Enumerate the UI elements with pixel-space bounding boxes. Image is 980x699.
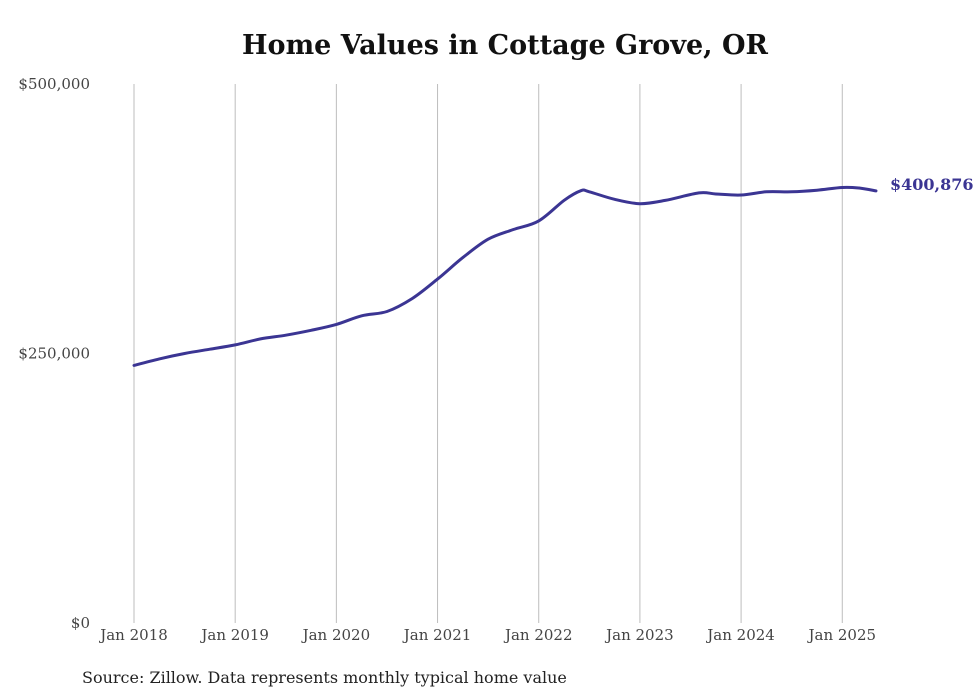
x-tick-label: Jan 2022	[503, 626, 573, 644]
y-tick-label: $500,000	[18, 75, 90, 93]
end-value-label: $400,876	[890, 175, 974, 194]
x-tick-label: Jan 2024	[705, 626, 775, 644]
x-tick-label: Jan 2025	[806, 626, 876, 644]
gridlines	[133, 84, 843, 623]
y-tick-label: $250,000	[18, 345, 90, 363]
series-layer: $400,876	[132, 175, 974, 367]
x-tick-label: Jan 2020	[301, 626, 371, 644]
series-line	[132, 185, 878, 367]
x-tick-label: Jan 2019	[199, 626, 269, 644]
axis-labels: Jan 2018 Jan 2019 Jan 2020 Jan 2021 Jan 2022…	[18, 75, 876, 644]
chart-title: Home Values in Cottage Grove, OR	[242, 30, 768, 61]
x-tick-label: Jan 2023	[604, 626, 674, 644]
x-tick-label: Jan 2021	[402, 626, 472, 644]
source-note: Source: Zillow. Data represents monthly …	[82, 668, 567, 687]
x-tick-label: Jan 2018	[98, 626, 168, 644]
y-tick-label: $0	[71, 614, 90, 632]
